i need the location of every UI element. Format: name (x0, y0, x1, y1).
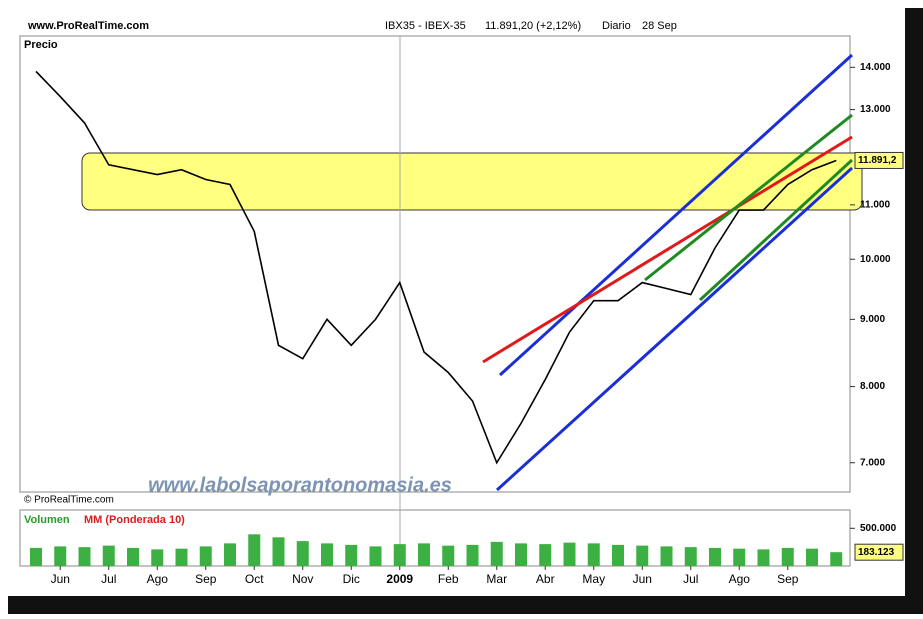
x-tick-label: May (582, 572, 605, 586)
price-panel (19, 35, 851, 493)
period: Diario (602, 20, 631, 32)
date: 28 Sep (642, 20, 677, 32)
volume-bar (587, 543, 600, 566)
x-tick-label: Mar (486, 572, 507, 586)
last-value-box (854, 151, 904, 169)
y-tick-label: 11.000 (860, 200, 890, 211)
volume-bar (515, 543, 527, 566)
highlight-zone (81, 152, 863, 211)
volume-bar (466, 544, 479, 566)
volume-bar (539, 544, 552, 566)
volume-bar (830, 552, 843, 566)
site: www.ProRealTime.com (27, 20, 149, 32)
quote: 11.891,20 (+2,12%) (485, 20, 581, 32)
x-tick-label: Ago (729, 572, 751, 586)
volume-bar (369, 546, 382, 566)
volume-bar (418, 543, 430, 566)
y-tick-label: 13.000 (860, 104, 891, 115)
volume-bar (733, 548, 746, 566)
volume-bar (660, 546, 673, 566)
last-value-box (854, 543, 904, 561)
volume-bar (345, 544, 358, 566)
copyright: © ProRealTime.com (24, 495, 114, 506)
volume-bar (636, 545, 649, 566)
panel-title: Precio (24, 39, 58, 51)
volume-bar (612, 544, 624, 566)
volume-bar (78, 547, 91, 566)
x-tick-label: Jun (51, 572, 70, 586)
volume-bar (248, 534, 261, 566)
y-tick-label: 14.000 (860, 62, 891, 73)
x-tick-label: Sep (777, 572, 799, 586)
volume-bar (563, 542, 576, 566)
volume-bar (684, 547, 697, 566)
last-value-label: 183.123 (858, 547, 895, 558)
price-line (35, 70, 837, 465)
x-tick-label: Sep (195, 572, 217, 586)
volume-bar (296, 541, 309, 566)
x-tick-label: Oct (245, 572, 264, 586)
channel-lower (495, 166, 854, 492)
red-trend (482, 135, 853, 364)
volume-bar (54, 546, 67, 566)
volume-bar (127, 547, 139, 566)
volume-bar (490, 541, 503, 566)
volume-bar (442, 545, 455, 566)
x-tick-label: Jun (633, 572, 652, 586)
instrument: IBX35 - IBEX-35 (385, 20, 466, 32)
y-tick-label: 500.000 (860, 523, 897, 534)
volume-bar (175, 548, 188, 566)
x-tick-label: Dic (343, 572, 360, 586)
x-tick-label: Abr (536, 572, 555, 586)
volume-bar (709, 547, 721, 566)
volume-bar (393, 544, 406, 566)
volume-bar (321, 543, 333, 566)
trendlines (482, 53, 854, 492)
x-tick-label: Jul (101, 572, 116, 586)
y-tick-label: 7.000 (860, 457, 885, 468)
y-tick-label: 8.000 (860, 381, 885, 392)
volume-bar (806, 548, 818, 566)
volume-bar (224, 543, 236, 566)
watermark: www.labolsaporantonomasia.es (148, 474, 452, 496)
volume-bar (102, 545, 115, 566)
volume-title: Volumen (24, 514, 70, 526)
volume-bar (272, 537, 285, 566)
x-tick-label: Feb (438, 572, 459, 586)
x-tick-label: Nov (292, 572, 313, 586)
y-tick-label: 10.000 (860, 254, 891, 265)
y-tick-label: 9.000 (860, 314, 885, 325)
volume-subtitle: MM (Ponderada 10) (84, 514, 185, 526)
green-upper (644, 113, 853, 282)
volume-bar (781, 547, 794, 566)
volume-bar (757, 549, 770, 566)
green-lower (698, 158, 854, 302)
x-tick-label: 2009 (386, 572, 413, 586)
channel-upper (498, 53, 854, 377)
x-tick-label: Jul (683, 572, 698, 586)
volume-bar (30, 547, 42, 566)
volume-bar (199, 546, 212, 566)
volume-bar (151, 549, 164, 566)
x-tick-label: Ago (147, 572, 169, 586)
last-value-label: 11.891,2 (858, 155, 897, 166)
